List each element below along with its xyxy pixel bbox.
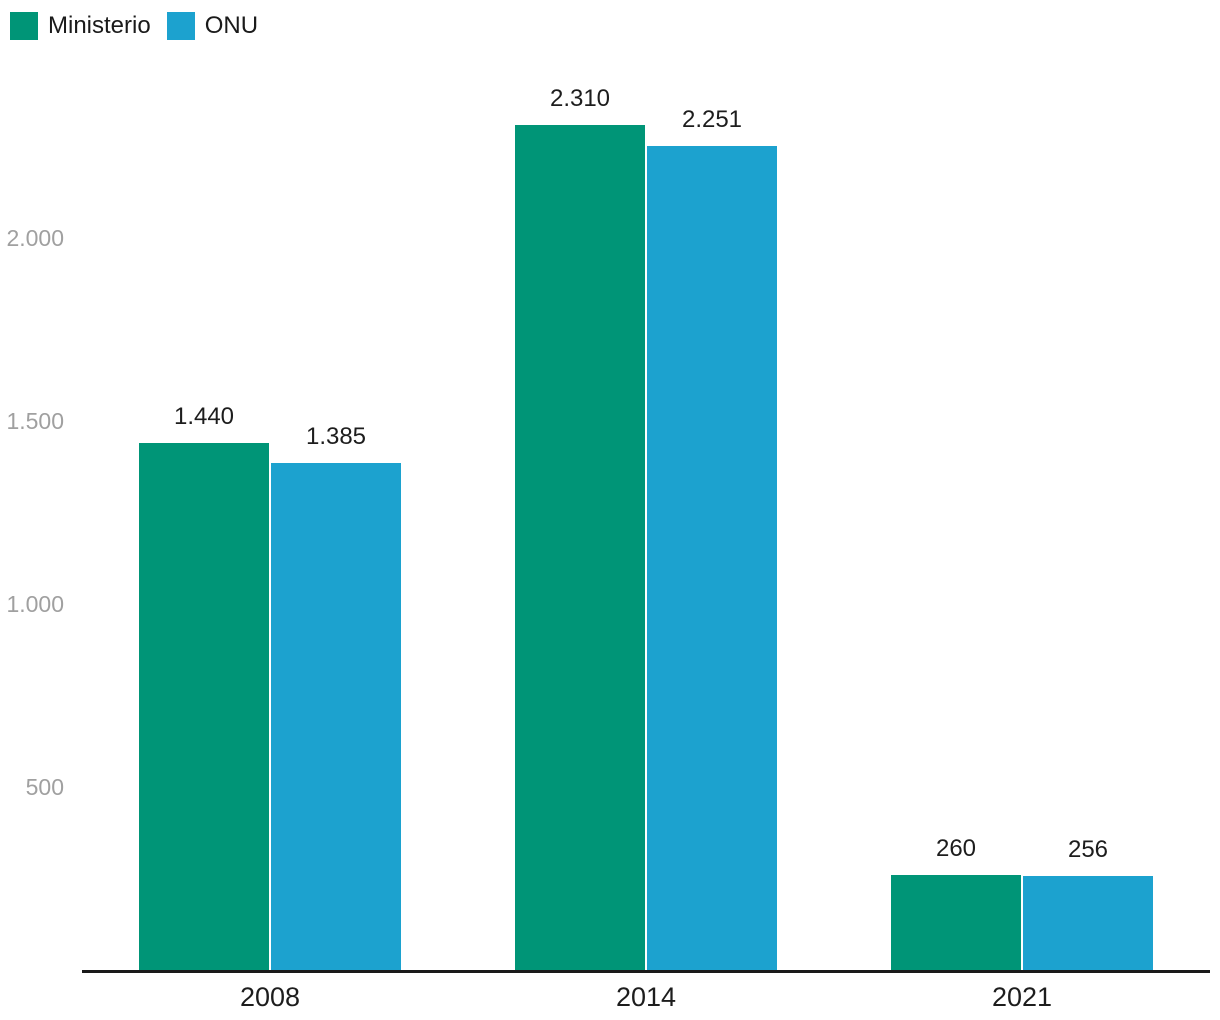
legend-item-onu: ONU xyxy=(166,12,259,40)
y-axis-tick-label: 2.000 xyxy=(6,225,64,251)
legend-label: Ministerio xyxy=(48,12,151,39)
bar-value-label: 2.251 xyxy=(681,106,743,133)
x-axis-category-label: 2014 xyxy=(615,982,677,1012)
x-axis-category-label: 2008 xyxy=(239,982,301,1012)
x-axis-category-label: 2021 xyxy=(991,982,1053,1012)
bar-value-label: 1.385 xyxy=(305,423,367,450)
bar-ministerio-2008 xyxy=(139,443,269,970)
bar-ministerio-2021 xyxy=(891,875,1021,970)
bar-onu-2014 xyxy=(647,146,777,970)
bar-value-label: 256 xyxy=(1067,836,1109,863)
y-axis-tick-label: 500 xyxy=(25,774,64,800)
bar-onu-2021 xyxy=(1023,876,1153,970)
legend-swatch-icon xyxy=(166,12,195,40)
y-axis-tick-label: 1.000 xyxy=(6,591,64,617)
x-axis-line xyxy=(82,970,1210,973)
legend-label: ONU xyxy=(204,12,259,39)
bar-onu-2008 xyxy=(271,463,401,970)
y-axis-tick-label: 1.500 xyxy=(6,408,64,434)
bar-ministerio-2014 xyxy=(515,125,645,970)
chart-legend: Ministerio ONU xyxy=(10,12,258,40)
legend-swatch-icon xyxy=(10,12,38,40)
legend-item-ministerio: Ministerio xyxy=(10,12,151,40)
bar-value-label: 2.310 xyxy=(549,85,611,112)
bar-value-label: 1.440 xyxy=(173,403,235,430)
bar-value-label: 260 xyxy=(935,835,977,862)
